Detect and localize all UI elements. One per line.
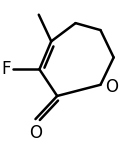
Text: F: F — [2, 60, 11, 78]
Text: O: O — [29, 124, 42, 142]
Text: O: O — [105, 78, 118, 96]
